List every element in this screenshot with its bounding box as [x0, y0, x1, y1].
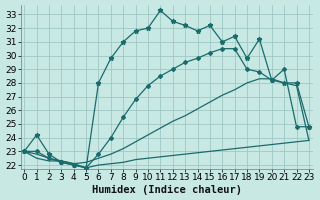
X-axis label: Humidex (Indice chaleur): Humidex (Indice chaleur) — [92, 185, 242, 195]
